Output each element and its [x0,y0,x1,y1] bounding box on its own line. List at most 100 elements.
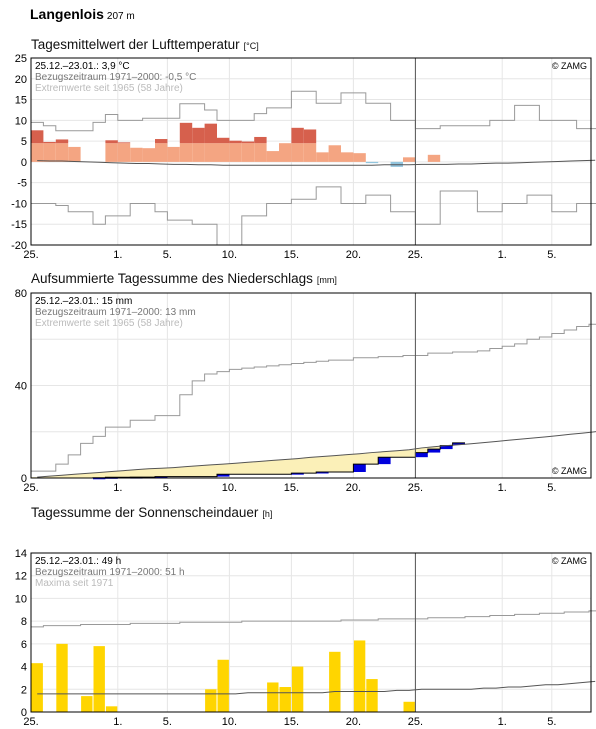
chart-unit: [mm] [317,275,337,285]
x-tick-label: 10. [222,482,237,494]
temp-bar-mild [68,146,81,162]
annotation-extremes: Extremwerte seit 1965 (58 Jahre) [35,83,183,94]
temp-bar-cold [365,161,379,164]
y-tick-label: 80 [15,288,27,300]
sunshine-bar [403,701,415,712]
x-tick-label: 1. [113,249,122,261]
temp-bar-warm [55,139,69,144]
sunshine-bar [81,696,93,712]
y-tick-label: -20 [11,240,27,252]
chart-title: Tagesmittelwert der Lufttemperatur [°C] [31,37,259,52]
temp-bar-mild [403,157,416,162]
excess-bar [452,442,465,445]
x-tick-label: 25. [23,482,38,494]
max-extreme-line [31,323,596,472]
temp-bar-mild [241,143,255,162]
x-tick-label: 25. [408,249,423,261]
x-tick-label: 15. [284,482,299,494]
temp-bar-warm [31,130,44,144]
temp-bar-mild [105,143,118,162]
temp-bar-mild [341,152,354,162]
temp-bar-mild [31,143,44,162]
chart-panel-1: Tagesmittelwert der Lufttemperatur [°C] [30,37,596,246]
temp-bar-warm [105,140,118,144]
x-tick-label: 5. [163,716,172,728]
sunshine-bar [31,663,43,712]
temp-bar-mild [167,146,180,162]
temp-bar-warm [241,141,255,144]
temp-bar-warm [303,129,317,144]
temp-bar-warm [217,137,230,144]
x-tick-label: 15. [284,716,299,728]
sunshine-bar [366,679,378,712]
y-tick-label: -10 [11,198,27,210]
x-tick-label: 25. [408,716,423,728]
temp-bar-mild [204,143,217,162]
annotation-reference: Bezugszeitraum 1971–2000: 51 h [35,567,185,578]
x-tick-label: 20. [346,249,361,261]
x-tick-label: 5. [547,249,556,261]
chart-title: Tagessumme der Sonnenscheindauer [h] [31,505,272,520]
rain-step [291,473,304,475]
x-tick-label: 1. [498,482,507,494]
copyright-label: © ZAMG [552,556,587,566]
chart-unit: [°C] [244,41,259,51]
sunshine-bar [205,689,217,712]
temp-bar-warm [229,140,242,144]
y-tick-label: 10 [15,593,27,605]
y-tick-label: 5 [21,136,27,148]
chart-panel-2: Aufsummierte Tagessumme des Niederschlag… [30,271,596,480]
temp-bar-mild [279,143,292,162]
x-tick-label: 1. [113,482,122,494]
temp-bar-mild [142,148,155,162]
temp-bar-warm [254,136,267,144]
station-header: Langenlois 207 m [30,6,135,22]
rain-step [93,477,106,480]
copyright-label: © ZAMG [552,61,587,71]
x-tick-label: 5. [163,249,172,261]
sunshine-bar [56,643,68,712]
sunshine-bar [93,646,105,712]
annotation-current: 25.12.–23.01.: 15 mm [35,296,132,307]
temp-bar-warm [192,127,205,144]
temp-bar-mild [266,151,279,162]
annotation-reference: Bezugszeitraum 1971–2000: -0,5 °C [35,72,196,83]
temp-bar-mild [43,143,56,162]
normal-line [37,680,596,695]
min-extreme-line [31,186,596,246]
y-tick-label: 6 [21,639,27,651]
x-tick-label: 25. [23,716,38,728]
copyright-label: © ZAMG [552,466,587,476]
temp-bar-mild [229,143,242,162]
rain-step [155,476,168,479]
x-tick-label: 5. [547,716,556,728]
y-tick-label: 14 [15,548,27,560]
max-extreme-line [31,610,596,628]
x-tick-label: 10. [222,716,237,728]
temp-bar-mild [117,143,131,162]
chart-title-text: Tagessumme der Sonnenscheindauer [31,505,259,520]
temp-bar-mild [254,143,267,162]
chart-unit: [h] [262,509,272,519]
sunshine-bar [267,682,279,712]
temp-bar-warm [117,142,131,144]
temp-bar-mild [427,154,441,162]
temp-bar-mild [291,143,304,162]
y-tick-label: 25 [15,53,27,65]
x-tick-label: 25. [23,249,38,261]
temp-bar-warm [179,122,193,144]
annotation-reference: Bezugszeitraum 1971–2000: 13 mm [35,307,196,318]
chart-title: Aufsummierte Tagessumme des Niederschlag… [31,271,337,286]
x-tick-label: 25. [408,482,423,494]
x-tick-label: 10. [222,249,237,261]
sunshine-bar [217,659,229,712]
annotation-current: 25.12.–23.01.: 3,9 °C [35,61,130,72]
y-tick-label: -15 [11,219,27,231]
rain-step [427,449,441,453]
station-name: Langenlois [30,6,104,22]
rain-step [440,445,453,450]
y-tick-label: 4 [21,662,27,674]
temp-bar-mild [328,145,341,162]
x-tick-label: 5. [163,482,172,494]
